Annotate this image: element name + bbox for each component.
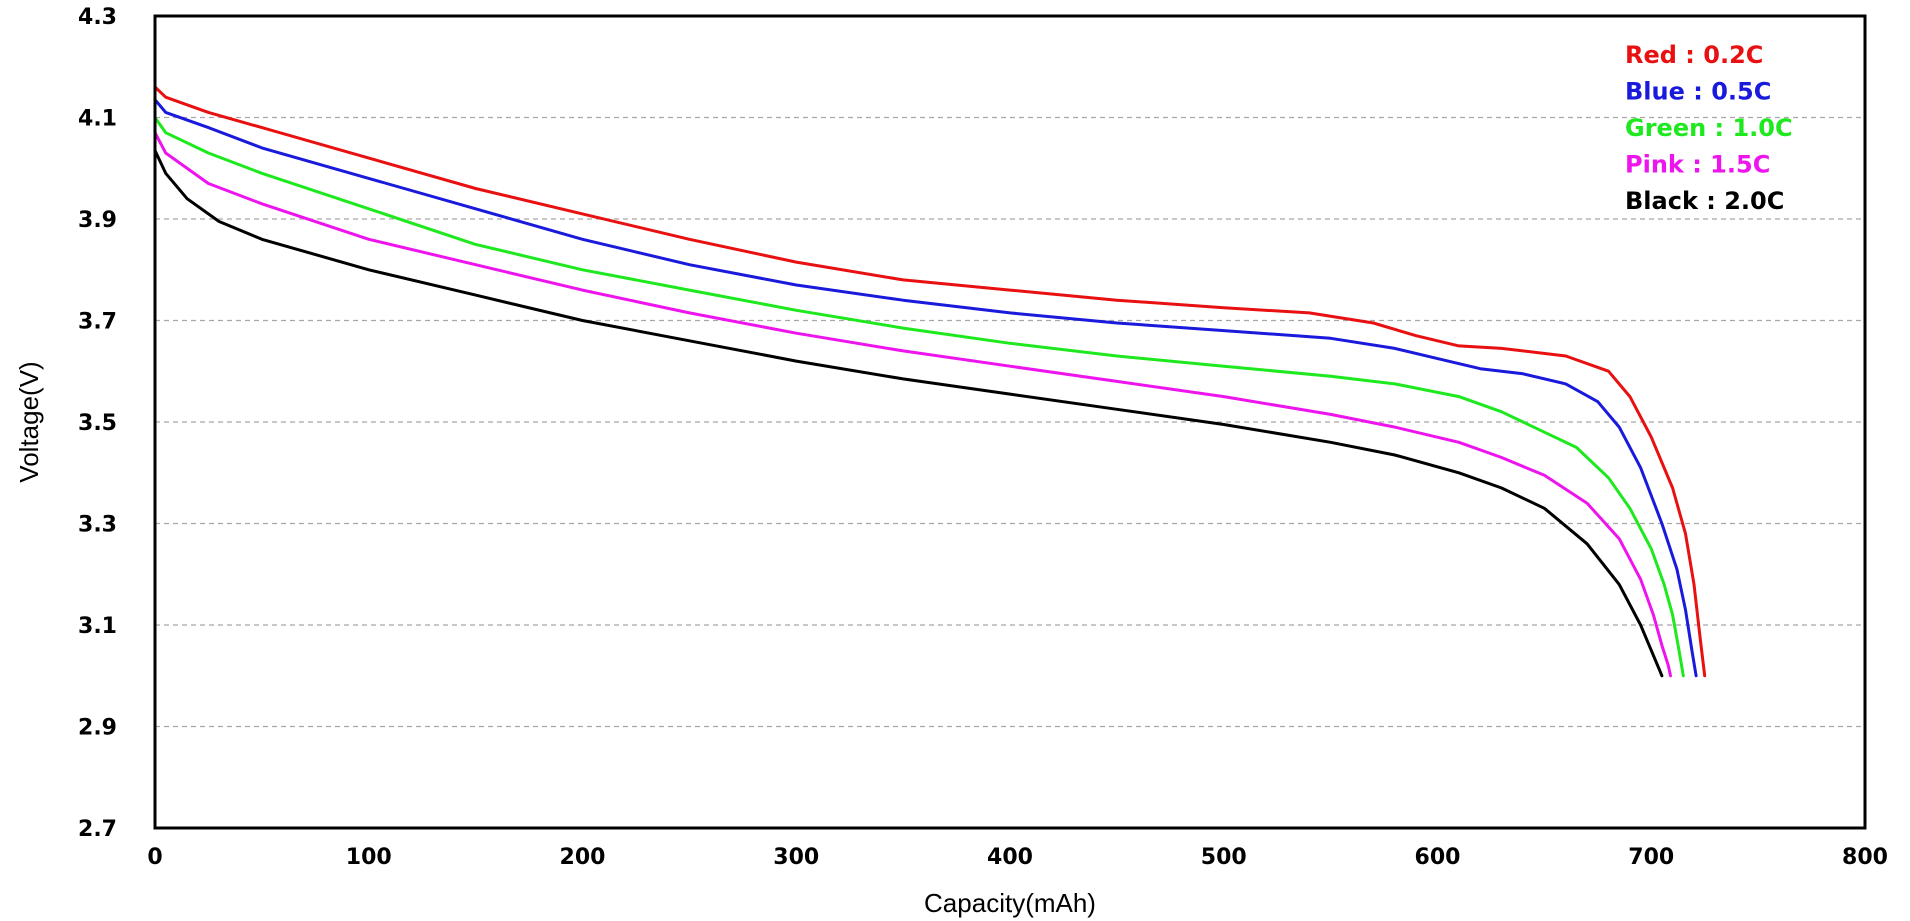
y-tick-label: 4.1 — [78, 107, 117, 132]
series-lines — [153, 85, 1707, 678]
series-line — [153, 98, 1698, 678]
x-tick-label: 200 — [560, 845, 606, 870]
x-tick-label: 700 — [1628, 845, 1674, 870]
y-tick-label: 3.1 — [78, 614, 117, 639]
series-line — [153, 149, 1664, 678]
series-line — [153, 85, 1707, 678]
x-axis-title: Capacity(mAh) — [924, 888, 1096, 918]
y-tick-label: 3.7 — [78, 310, 117, 335]
legend-entry: Blue : 0.5C — [1625, 78, 1771, 106]
legend-entry: Pink : 1.5C — [1625, 151, 1770, 179]
x-tick-label: 500 — [1201, 845, 1247, 870]
legend-entry: Black : 2.0C — [1625, 187, 1784, 215]
x-tick-labels: 0 100 200 300 400 500 600 700 800 — [147, 845, 1888, 870]
legend: Red : 0.2C Blue : 0.5C Green : 1.0C Pink : … — [1625, 41, 1793, 215]
legend-entry: Red : 0.2C — [1625, 41, 1763, 69]
y-axis-title: Voltage(V) — [14, 361, 44, 482]
y-tick-label: 2.7 — [78, 817, 117, 842]
series-line — [153, 116, 1685, 678]
x-tick-label: 800 — [1842, 845, 1888, 870]
plot-area-frame — [153, 14, 1867, 830]
x-tick-label: 100 — [346, 845, 392, 870]
series-line — [153, 131, 1672, 678]
legend-entry: Green : 1.0C — [1625, 114, 1793, 142]
x-tick-label: 400 — [987, 845, 1033, 870]
x-tick-label: 300 — [773, 845, 819, 870]
y-tick-label: 3.5 — [78, 411, 117, 436]
y-tick-label: 2.9 — [78, 716, 117, 741]
x-tick-label: 600 — [1415, 845, 1461, 870]
grid-lines — [155, 116, 1865, 728]
y-tick-labels: 2.7 2.9 3.1 3.3 3.5 3.7 3.9 4.1 4.3 — [78, 5, 117, 842]
y-tick-label: 3.9 — [78, 208, 117, 233]
y-tick-label: 3.3 — [78, 513, 117, 538]
y-tick-label: 4.3 — [78, 5, 117, 30]
x-tick-label: 0 — [147, 845, 162, 870]
